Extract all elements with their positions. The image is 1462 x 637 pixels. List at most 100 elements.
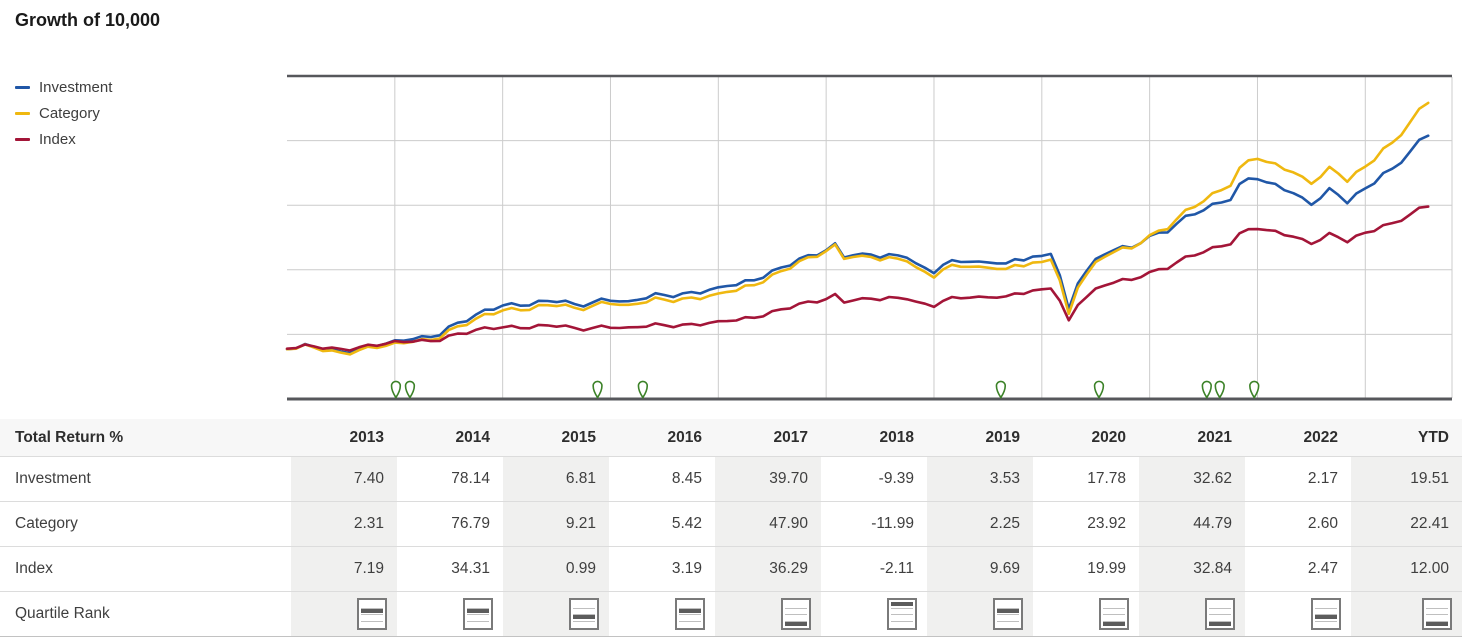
legend-label: Index xyxy=(39,130,76,148)
quartile-rank-cell xyxy=(927,592,1033,636)
quartile-segment xyxy=(891,620,913,626)
quartile-segment xyxy=(1315,602,1337,606)
quartile-segment xyxy=(1209,602,1231,606)
quartile-rank-icon xyxy=(357,598,387,630)
quartile-selected-segment xyxy=(1209,620,1231,626)
table-header-year: 2021 xyxy=(1139,419,1245,456)
quartile-segment xyxy=(891,607,913,613)
event-marker-pin-icon xyxy=(995,380,1007,399)
table-value-cell: 47.90 xyxy=(715,502,821,546)
quartile-segment xyxy=(573,602,595,606)
investment-line-swatch-icon xyxy=(15,85,30,89)
quartile-segment xyxy=(679,614,701,620)
quartile-rank-icon xyxy=(887,598,917,630)
table-value-cell: 5.42 xyxy=(671,515,702,532)
table-value-cell: 39.70 xyxy=(715,457,821,501)
table-value-cell: 7.40 xyxy=(291,457,397,501)
table-value-cell: 2.25 xyxy=(927,502,1033,546)
quartile-segment xyxy=(1426,607,1448,613)
table-header-year: 2022 xyxy=(1245,419,1351,456)
quartile-rank-cell xyxy=(503,592,609,636)
table-value-cell: -11.99 xyxy=(871,515,914,532)
table-value-cell: 19.99 xyxy=(1087,560,1126,577)
quartile-rank-cell xyxy=(1351,592,1462,636)
table-value-cell: -9.39 xyxy=(878,470,914,487)
chart-legend: Investment Category Index xyxy=(15,74,112,152)
table-value-cell: 22.41 xyxy=(1351,502,1462,546)
quartile-rank-icon xyxy=(1422,598,1452,630)
quartile-segment xyxy=(1315,607,1337,613)
quartile-segment xyxy=(467,614,489,620)
quartile-segment xyxy=(891,614,913,620)
quartile-segment xyxy=(467,602,489,606)
quartile-rank-cell xyxy=(609,592,715,636)
quartile-segment xyxy=(679,602,701,606)
event-marker-pin-icon xyxy=(637,380,649,399)
event-marker-pin-icon xyxy=(592,380,603,399)
page-title: Growth of 10,000 xyxy=(15,10,161,30)
table-row: Category 2.31 76.79 9.21 5.42 47.90 -11.99 2.25… xyxy=(0,502,1462,547)
table-header-year: 2019 xyxy=(927,419,1033,456)
table-value-cell: 2.60 xyxy=(1307,515,1338,532)
table-value-cell: 0.99 xyxy=(503,547,609,591)
event-marker-pin-icon xyxy=(1201,380,1212,399)
table-row: Investment 7.40 78.14 6.81 8.45 39.70 -9.39 3.5… xyxy=(0,457,1462,502)
quartile-selected-segment xyxy=(573,614,595,620)
table-value-cell: 12.00 xyxy=(1351,547,1462,591)
quartile-segment xyxy=(997,614,1019,620)
quartile-rank-cell xyxy=(291,592,397,636)
quartile-segment xyxy=(997,602,1019,606)
legend-item-index: Index xyxy=(15,126,112,152)
table-value-cell: 34.31 xyxy=(451,560,490,577)
quartile-rank-cell xyxy=(1139,592,1245,636)
quartile-segment xyxy=(1426,602,1448,606)
quartile-segment xyxy=(785,614,807,620)
quartile-selected-segment xyxy=(997,607,1019,613)
quartile-segment xyxy=(573,607,595,613)
quartile-segment xyxy=(361,620,383,626)
table-value-cell: 76.79 xyxy=(451,515,490,532)
quartile-rank-icon xyxy=(1311,598,1341,630)
table-header-year: 2016 xyxy=(609,419,715,456)
table-value-cell: 32.62 xyxy=(1139,457,1245,501)
quartile-segment xyxy=(785,607,807,613)
table-row-label: Category xyxy=(15,515,78,532)
table-header-year: 2018 xyxy=(821,419,927,456)
table-value-cell: 7.19 xyxy=(291,547,397,591)
table-value-cell: 32.84 xyxy=(1139,547,1245,591)
quartile-rank-cell xyxy=(1033,592,1139,636)
quartile-segment xyxy=(1426,614,1448,620)
quartile-selected-segment xyxy=(361,607,383,613)
table-header-label: Total Return % xyxy=(0,419,291,456)
table-header-year: 2020 xyxy=(1033,419,1139,456)
quartile-rank-icon xyxy=(1205,598,1235,630)
quartile-segment xyxy=(361,602,383,606)
quartile-rank-cell xyxy=(715,592,821,636)
table-row-label: Investment xyxy=(15,470,91,487)
table-header-year: YTD xyxy=(1351,419,1462,456)
quartile-rank-cell xyxy=(1245,592,1351,636)
table-row: Index 7.19 34.31 0.99 3.19 36.29 -2.11 9.69 19.9… xyxy=(0,547,1462,592)
table-value-cell: 2.31 xyxy=(291,502,397,546)
table-value-cell: 19.51 xyxy=(1351,457,1462,501)
table-header-year: 2017 xyxy=(715,419,821,456)
table-row: Total Return % 2013 2014 2015 2016 2017 2018 20… xyxy=(0,419,1462,457)
quartile-selected-segment xyxy=(1426,620,1448,626)
table-value-cell: 2.47 xyxy=(1307,560,1338,577)
growth-chart xyxy=(285,74,1453,401)
table-value-cell: 23.92 xyxy=(1087,515,1126,532)
quartile-segment xyxy=(361,614,383,620)
category-line xyxy=(285,101,1430,356)
quartile-selected-segment xyxy=(467,607,489,613)
legend-item-category: Category xyxy=(15,100,112,126)
quartile-segment xyxy=(467,620,489,626)
event-marker-pin-icon xyxy=(1249,380,1260,399)
event-marker-pin-icon xyxy=(1214,380,1225,399)
index-line-swatch-icon xyxy=(15,137,30,141)
quartile-segment xyxy=(679,620,701,626)
table-value-cell: 3.53 xyxy=(927,457,1033,501)
table-value-cell: 44.79 xyxy=(1139,502,1245,546)
table-row-label: Quartile Rank xyxy=(15,605,110,622)
quartile-selected-segment xyxy=(785,620,807,626)
quartile-rank-icon xyxy=(993,598,1023,630)
